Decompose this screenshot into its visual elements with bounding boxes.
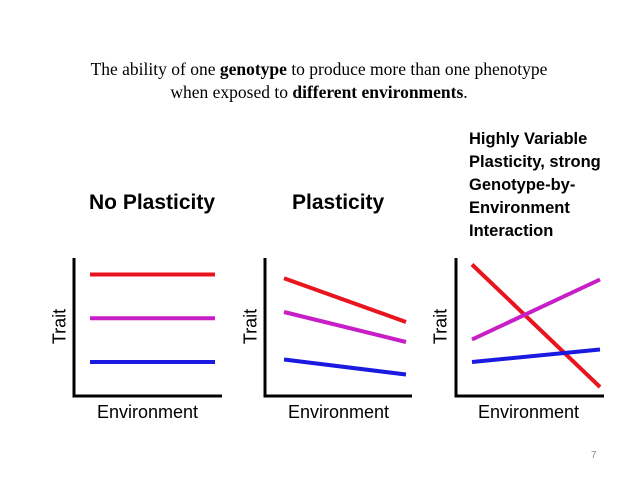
panel-3-title-line: Environment [469, 199, 570, 217]
definition-text: The ability of one genotype to produce m… [20, 58, 618, 104]
definition-line1-part-a: The ability of one [90, 59, 220, 79]
series-line-blue [471, 347, 601, 364]
panel-3-title: Highly Variable Plasticity, strong Genot… [469, 128, 601, 243]
series-line-magenta [471, 277, 601, 342]
plot-no-plasticity [72, 258, 222, 398]
definition-keyword-genotype: genotype [219, 59, 287, 79]
panel-3-title-line: Genotype-by- [469, 176, 576, 194]
plot-gxe-interaction [454, 258, 604, 398]
series-line-blue [283, 357, 407, 377]
series-line-red [470, 263, 602, 389]
panel-2-x-label: Environment [288, 402, 390, 422]
panel-2-title: Plasticity [292, 191, 385, 214]
panel-3-title-line: Plasticity, strong [469, 153, 601, 171]
definition-line1-part-c: to produce more than one phenotype [286, 59, 548, 79]
panel-1-title: No Plasticity [89, 191, 216, 214]
slide-page-number: 7 [591, 450, 597, 461]
definition-line2-part-a: when exposed to [170, 82, 293, 102]
series-line-magenta [283, 310, 407, 344]
plot-plasticity [263, 258, 412, 398]
panel-3-title-line: Interaction [469, 222, 554, 240]
definition-line-2: when exposed to different environments. [20, 81, 618, 104]
series-line-red [283, 276, 407, 324]
panel-1-x-label: Environment [97, 402, 199, 422]
panel-3-y-label: Trait [430, 308, 451, 345]
panel-1-y-label: Trait [49, 308, 70, 345]
definition-keyword-environments: different environments [292, 82, 464, 102]
panel-3-x-label: Environment [478, 402, 580, 422]
definition-line-1: The ability of one genotype to produce m… [20, 58, 618, 81]
panel-3-title-line: Highly Variable [469, 130, 588, 148]
definition-line2-period: . [463, 82, 468, 102]
panel-2-y-label: Trait [240, 308, 261, 345]
